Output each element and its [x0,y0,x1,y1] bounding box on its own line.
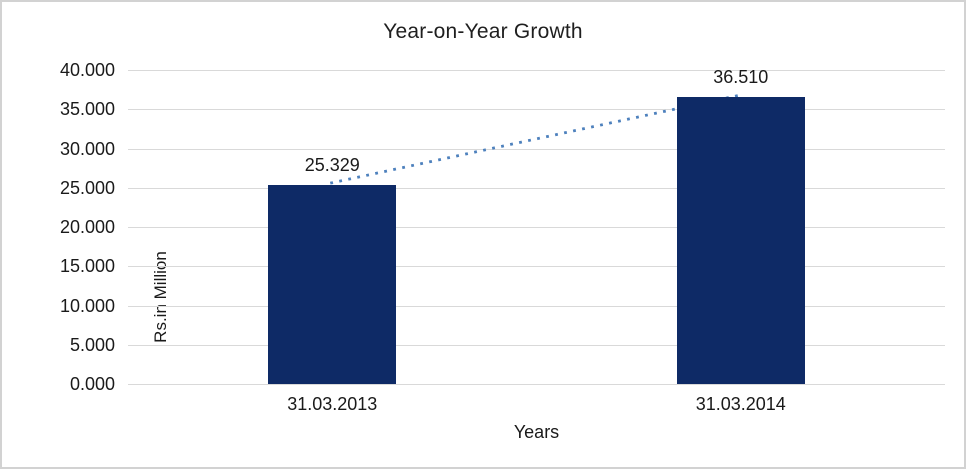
gridline [128,187,945,189]
bar-value-label: 25.329 [304,155,360,176]
gridline [128,344,945,346]
y-tick-label: 15.000 [59,256,115,277]
x-category-label: 31.03.2013 [287,394,378,414]
y-tick-label: 30.000 [59,138,115,159]
gridline [128,305,945,307]
y-tick-label: 10.000 [59,295,115,316]
y-tick-label: 35.000 [59,99,115,120]
gridline [128,148,945,150]
y-axis-title: Rs.in Million [151,251,170,343]
x-axis-title: Years [513,422,560,442]
y-tick-label: 25.000 [59,177,115,198]
bar-value-label: 36.510 [713,67,769,88]
y-tick-label: 0.000 [69,374,115,394]
bar-31.03.2013 [268,185,397,384]
gridline [128,109,945,111]
bar-31.03.2014 [676,97,805,384]
gridline [128,70,945,71]
y-tick-label: 20.000 [59,217,115,237]
gridline [128,266,945,268]
gridline [128,384,945,385]
x-category-label: 31.03.2014 [695,394,786,414]
y-tick-label: 40.000 [59,60,115,80]
plot-area: Rs.in Million [128,70,945,385]
chart-title: Year-on-Year Growth [383,20,583,43]
gridline [128,227,945,228]
y-tick-label: 5.000 [69,334,115,355]
